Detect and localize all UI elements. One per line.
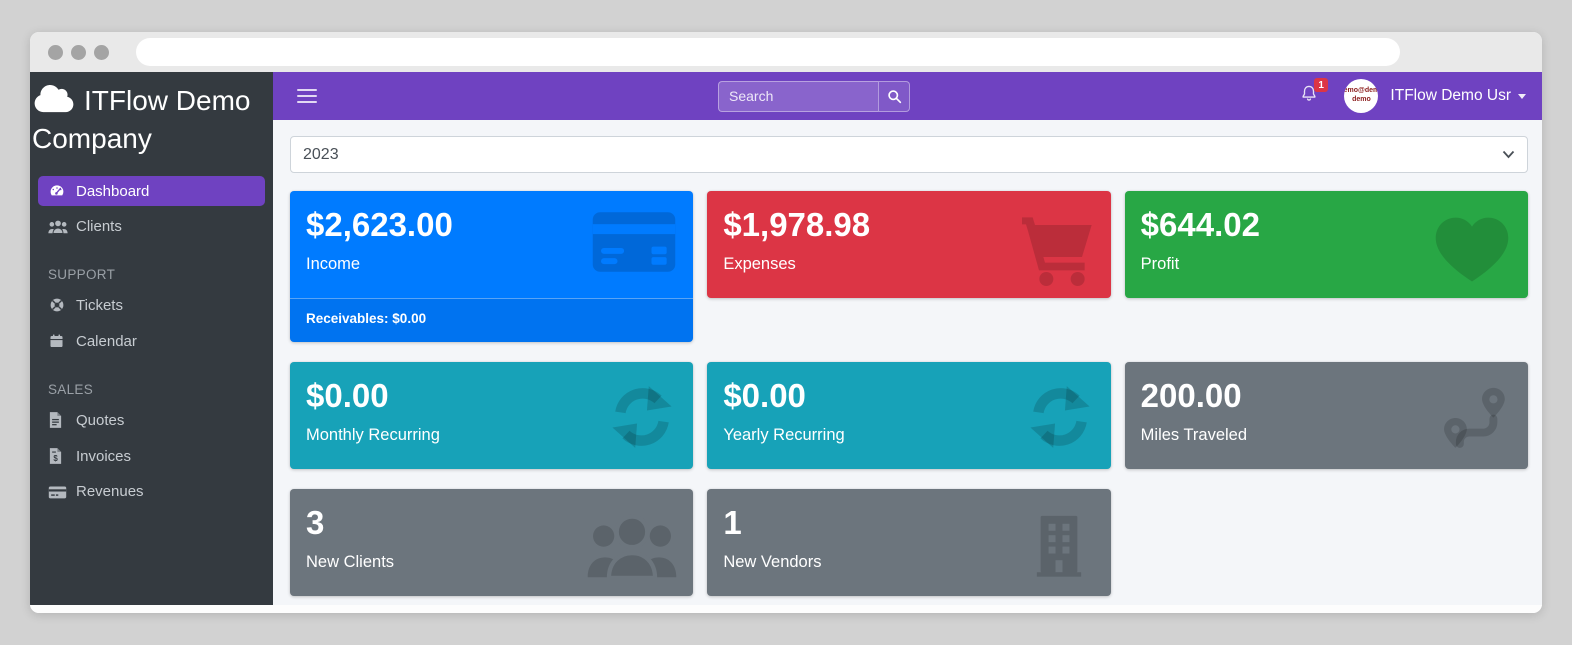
credit-card-icon bbox=[48, 484, 76, 500]
svg-text:$: $ bbox=[53, 454, 58, 463]
yearly-recurring-card: $0.00 Yearly Recurring bbox=[707, 361, 1111, 469]
card-value: 200.00 bbox=[1140, 376, 1242, 414]
card-value: $2,623.00 bbox=[306, 206, 453, 243]
menu-toggle-button[interactable] bbox=[289, 81, 325, 112]
card-label: Income bbox=[306, 254, 361, 273]
stat-cards: $2,623.00 Income Receivables: $0.00 $1,9… bbox=[290, 191, 1528, 596]
window-control-dot[interactable] bbox=[71, 44, 86, 60]
sidebar-item-invoices[interactable]: $ Invoices bbox=[38, 441, 265, 471]
sidebar-section-support: SUPPORT bbox=[48, 267, 116, 282]
sidebar-item-dashboard[interactable]: Dashboard bbox=[38, 176, 265, 206]
tachometer-icon bbox=[48, 182, 76, 200]
sidebar-item-label: Tickets bbox=[76, 296, 123, 314]
sidebar-item-label: Revenues bbox=[76, 483, 144, 500]
address-bar[interactable] bbox=[136, 38, 1400, 66]
sidebar-item-label: Quotes bbox=[76, 411, 125, 429]
cloud-icon bbox=[34, 84, 74, 113]
building-icon bbox=[1021, 507, 1097, 588]
search-button[interactable] bbox=[878, 80, 910, 112]
year-select[interactable]: 2023 bbox=[290, 136, 1528, 173]
search-icon bbox=[887, 89, 901, 103]
sidebar-section-sales: SALES bbox=[48, 382, 94, 397]
top-navbar: 1 demo@demo demo ITFlow Demo Usr bbox=[273, 72, 1542, 120]
notification-badge: 1 bbox=[1313, 78, 1329, 92]
card-label: New Vendors bbox=[723, 552, 822, 571]
brand-label: ITFlow Demo Company bbox=[32, 85, 251, 154]
search-form bbox=[718, 80, 910, 112]
page-bottom-strip bbox=[30, 605, 1542, 613]
sidebar-item-calendar[interactable]: Calendar bbox=[38, 326, 265, 356]
sidebar-item-clients[interactable]: Clients bbox=[38, 212, 265, 241]
sidebar-nav: Dashboard Clients SUPPORT Tickets bbox=[30, 164, 273, 512]
card-value: $0.00 bbox=[306, 376, 389, 414]
card-value: 1 bbox=[723, 503, 742, 541]
sidebar-item-label: Clients bbox=[76, 218, 122, 235]
card-value: $0.00 bbox=[723, 376, 806, 414]
heart-icon bbox=[1430, 209, 1514, 290]
sidebar-item-label: Calendar bbox=[76, 332, 137, 350]
monthly-recurring-card: $0.00 Monthly Recurring bbox=[290, 361, 694, 469]
miles-traveled-card: 200.00 Miles Traveled bbox=[1124, 361, 1528, 469]
brand[interactable]: ITFlow Demo Company bbox=[30, 72, 273, 164]
sync-icon bbox=[605, 380, 679, 459]
card-label: Miles Traveled bbox=[1140, 425, 1248, 444]
shopping-cart-icon bbox=[1017, 209, 1097, 294]
avatar[interactable]: demo@demo demo bbox=[1344, 79, 1379, 113]
profit-card: $644.02 Profit bbox=[1124, 191, 1528, 298]
expenses-card: $1,978.98 Expenses bbox=[707, 191, 1111, 298]
chevron-down-icon bbox=[1518, 93, 1526, 99]
file-invoice-dollar-icon: $ bbox=[48, 447, 76, 465]
notifications-button[interactable]: 1 bbox=[1296, 78, 1329, 112]
browser-chrome bbox=[30, 32, 1542, 72]
sidebar-item-quotes[interactable]: Quotes bbox=[38, 405, 265, 435]
card-value: 3 bbox=[306, 503, 325, 541]
sidebar-item-tickets[interactable]: Tickets bbox=[38, 290, 265, 320]
search-input[interactable] bbox=[718, 80, 878, 112]
bell-icon bbox=[1302, 85, 1316, 101]
life-ring-icon bbox=[48, 296, 76, 314]
window-controls[interactable] bbox=[48, 44, 109, 60]
user-dropdown[interactable]: ITFlow Demo Usr bbox=[1390, 87, 1526, 105]
credit-card-icon bbox=[589, 209, 679, 280]
card-label: Profit bbox=[1140, 254, 1180, 273]
sidebar-item-label: Dashboard bbox=[76, 182, 150, 200]
route-icon bbox=[1438, 380, 1514, 461]
sidebar: ITFlow Demo Company Dashboard Clients SU… bbox=[30, 72, 273, 605]
receivables-footer: Receivables: $0.00 bbox=[290, 297, 694, 342]
browser-window: ITFlow Demo Company Dashboard Clients SU… bbox=[30, 32, 1542, 613]
sidebar-item-revenues[interactable]: Revenues bbox=[38, 477, 265, 506]
dashboard-content: 2023 $2,623.00 Income Receivables: $0.00 bbox=[273, 120, 1542, 605]
card-value: $1,978.98 bbox=[723, 206, 871, 243]
window-control-dot[interactable] bbox=[48, 44, 63, 60]
calendar-icon bbox=[48, 332, 76, 350]
income-card: $2,623.00 Income Receivables: $0.00 bbox=[290, 191, 694, 342]
hamburger-icon bbox=[297, 88, 317, 92]
card-value: $644.02 bbox=[1140, 206, 1260, 243]
sidebar-item-label: Invoices bbox=[76, 447, 132, 465]
sync-icon bbox=[1023, 380, 1097, 459]
user-name: ITFlow Demo Usr bbox=[1390, 87, 1511, 104]
card-label: Monthly Recurring bbox=[306, 425, 440, 444]
users-icon bbox=[585, 507, 679, 590]
file-lines-icon bbox=[48, 411, 76, 429]
new-clients-card: 3 New Clients bbox=[290, 488, 694, 596]
new-vendors-card: 1 New Vendors bbox=[707, 488, 1111, 596]
card-label: Expenses bbox=[723, 254, 796, 273]
card-label: Yearly Recurring bbox=[723, 425, 845, 444]
card-label: New Clients bbox=[306, 552, 395, 571]
window-control-dot[interactable] bbox=[94, 44, 109, 60]
users-icon bbox=[48, 218, 76, 235]
